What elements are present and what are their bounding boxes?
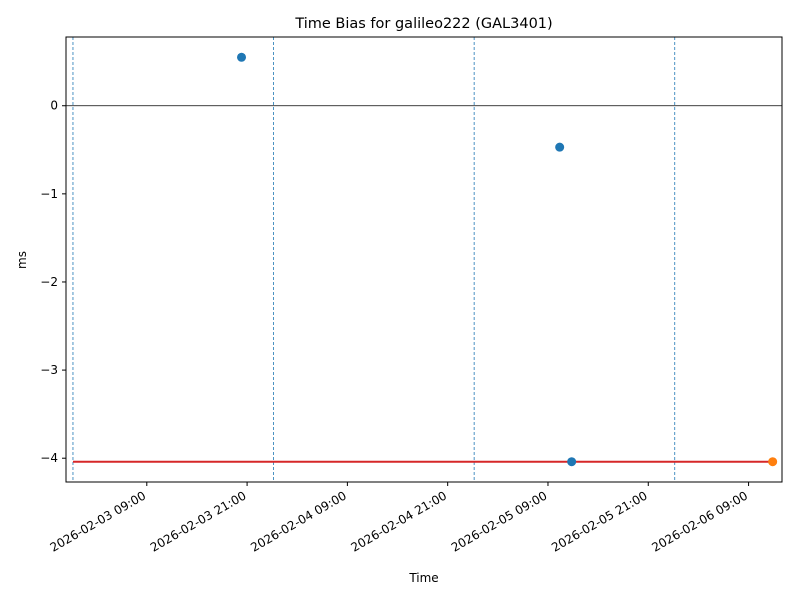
y-tick-label: −2 — [40, 275, 58, 289]
x-tick-label: 2026-02-03 21:00 — [148, 488, 249, 554]
plot-frame — [65, 36, 783, 483]
x-tick-label: 2026-02-05 09:00 — [449, 488, 550, 554]
x-tick-label: 2026-02-05 21:00 — [549, 488, 650, 554]
point — [555, 142, 565, 152]
point — [567, 457, 577, 467]
x-axis-label: Time — [408, 571, 438, 585]
y-tick-label: 0 — [50, 99, 58, 113]
y-tick-label: −4 — [40, 451, 58, 465]
x-tick-label: 2026-02-04 09:00 — [248, 488, 349, 554]
x-tick-label: 2026-02-03 09:00 — [48, 488, 149, 554]
y-axis-label: ms — [15, 251, 29, 269]
y-tick-label: −1 — [40, 187, 58, 201]
point — [768, 457, 778, 467]
chart-title: Time Bias for galileo222 (GAL3401) — [294, 16, 552, 32]
x-tick-label: 2026-02-06 09:00 — [649, 488, 750, 554]
point — [237, 52, 247, 62]
y-tick-label: −3 — [40, 363, 58, 377]
x-tick-label: 2026-02-04 21:00 — [349, 488, 450, 554]
